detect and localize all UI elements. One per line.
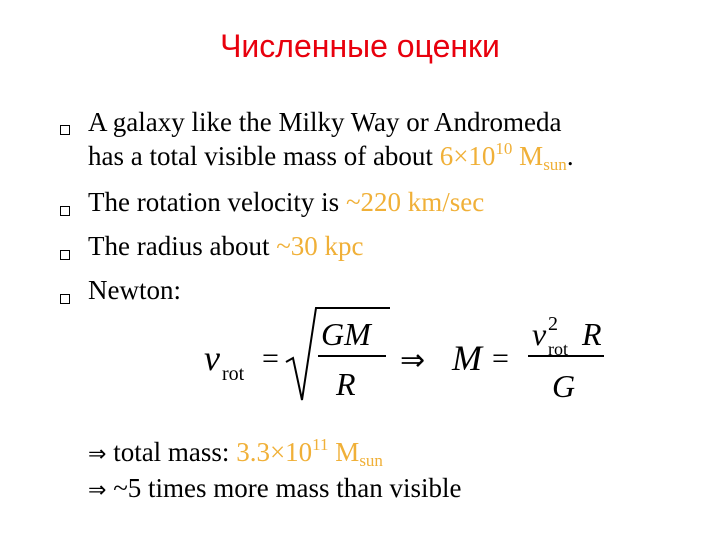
formula-rot-sub: rot bbox=[222, 363, 245, 385]
bullet-square-icon bbox=[60, 294, 70, 304]
mass-value: 6×1010 Msun bbox=[439, 139, 567, 174]
formula-r-2: R bbox=[581, 316, 602, 352]
result-more-mass: ⇒ ~5 times more mass than visible bbox=[88, 473, 462, 503]
sqrt-sign bbox=[285, 307, 390, 401]
radius-value: ~30 kpc bbox=[276, 231, 364, 261]
velocity-value: ~220 km/sec bbox=[345, 187, 485, 217]
formula-v2: v bbox=[532, 316, 547, 352]
mass-text: has a total visible mass of about bbox=[88, 141, 440, 171]
formula-equals: = bbox=[262, 342, 279, 375]
bullet-square-icon bbox=[60, 206, 70, 216]
bullet-galaxy-line1: A galaxy like the Milky Way or Andromeda bbox=[88, 107, 562, 137]
bullet-square-icon bbox=[60, 125, 70, 135]
bullet-radius: The radius about ~30 kpc bbox=[88, 231, 364, 261]
bullet-galaxy-line2: has a total visible mass of about 6×1010… bbox=[88, 139, 574, 174]
formula-g: G bbox=[552, 368, 575, 404]
formula-v: v bbox=[204, 338, 220, 378]
bullet-newton: Newton: bbox=[88, 275, 181, 305]
formula-implies: ⇒ bbox=[400, 344, 425, 377]
total-mass-value: 3.3×1011 Msun bbox=[236, 435, 383, 470]
slide-title: Численные оценки bbox=[220, 28, 500, 64]
formula-gm: GM bbox=[321, 316, 373, 352]
formula-r: R bbox=[335, 366, 356, 402]
bullet-rotation-velocity: The rotation velocity is ~220 km/sec bbox=[88, 187, 485, 217]
bullet-square-icon bbox=[60, 250, 70, 260]
implies-arrow-icon: ⇒ bbox=[88, 442, 107, 467]
formula-exp-2: 2 bbox=[548, 313, 558, 335]
formula-equals-2: = bbox=[492, 342, 509, 375]
result-total-mass: ⇒ total mass: 3.3×1011 Msun bbox=[88, 435, 383, 470]
rotation-mass-formula: v rot = GM R ⇒ M = v 2 rot R G bbox=[204, 307, 604, 404]
formula-rot-sub-2: rot bbox=[548, 339, 568, 359]
implies-arrow-icon: ⇒ bbox=[88, 478, 107, 503]
formula-m: M bbox=[451, 338, 484, 378]
